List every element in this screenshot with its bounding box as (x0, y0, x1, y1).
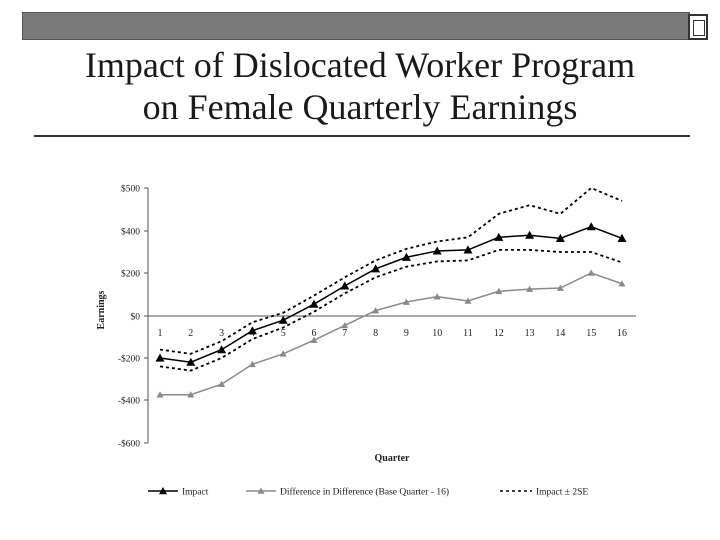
legend-did-marker (257, 487, 265, 494)
x-tick-label: 5 (281, 328, 286, 339)
chart-series (155, 186, 627, 398)
x-tick-label: 8 (373, 328, 378, 339)
y-tick-label: $0 (131, 312, 141, 323)
impact-point (278, 315, 288, 324)
y-tick-label: -$600 (118, 439, 140, 450)
did-point (587, 269, 595, 276)
did-point (372, 307, 380, 314)
x-tick-label: 9 (404, 328, 409, 339)
impact-point (155, 353, 165, 362)
impact-point (586, 222, 596, 231)
x-tick-label: 12 (494, 328, 504, 339)
impact-point (432, 246, 442, 255)
impact-point (617, 233, 627, 242)
did-point (495, 287, 503, 295)
x-tick-label: 10 (432, 328, 442, 339)
title-divider (34, 135, 690, 137)
y-tick-label: $200 (121, 269, 140, 280)
did-point (526, 285, 534, 292)
did-point (433, 293, 441, 300)
x-axis-label: Quarter (375, 453, 411, 464)
y-tick-label: -$200 (118, 354, 140, 365)
x-tick-label: 15 (586, 328, 596, 339)
did-point (402, 298, 410, 305)
legend-2se-label: Impact ± 2SE (536, 488, 588, 498)
did-point (279, 350, 287, 357)
x-tick-label: 11 (463, 328, 473, 339)
did-point (341, 321, 349, 329)
did-series-line (160, 272, 623, 396)
impact-point (494, 232, 504, 241)
did-point (618, 280, 626, 287)
legend-impact-label: Impact (182, 488, 209, 498)
chart-legend: Impact Difference in Difference (Base Qua… (148, 487, 588, 498)
did-point (187, 391, 195, 398)
slide-title: Impact of Dislocated Worker Program on F… (0, 44, 720, 128)
y-axis-label: Earnings (96, 290, 107, 329)
impact-point (340, 281, 350, 290)
x-tick-label: 13 (525, 328, 535, 339)
did-point (464, 297, 472, 304)
slide-title-line-2: on Female Quarterly Earnings (142, 87, 578, 127)
legend-did-label: Difference in Difference (Base Quarter -… (280, 487, 449, 498)
did-point (248, 360, 256, 368)
header-square-icon (688, 14, 708, 40)
did-point (156, 391, 164, 398)
y-tick-label: $500 (121, 184, 140, 195)
x-tick-label: 1 (158, 328, 163, 339)
did-point (218, 380, 226, 388)
did-point (310, 336, 318, 343)
x-tick-label: 16 (617, 328, 627, 339)
impact-point (555, 233, 565, 242)
header-bar (22, 12, 690, 40)
x-tick-label: 14 (555, 328, 565, 339)
impact-series-line (159, 225, 623, 363)
impact-point (525, 230, 535, 239)
did-point (556, 284, 564, 291)
impact-point (463, 245, 473, 254)
impact-point (371, 264, 381, 273)
x-tick-label: 7 (342, 328, 347, 339)
impact-lower-2se-line (159, 248, 623, 372)
x-tick-label: 3 (219, 328, 224, 339)
impact-point (186, 357, 196, 366)
chart-axes: $500$400$200$0-$200-$400-$60012345678910… (96, 184, 636, 464)
x-tick-label: 2 (188, 328, 193, 339)
legend-impact-marker (159, 487, 167, 495)
impact-point (309, 299, 319, 308)
y-tick-label: $400 (121, 227, 140, 238)
x-tick-label: 6 (312, 328, 317, 339)
slide-title-line-1: Impact of Dislocated Worker Program (84, 45, 636, 85)
impact-point (217, 345, 227, 354)
impact-upper-2se-line (159, 186, 623, 355)
y-tick-label: -$400 (118, 396, 140, 407)
impact-point (247, 326, 257, 335)
impact-point (401, 252, 411, 261)
